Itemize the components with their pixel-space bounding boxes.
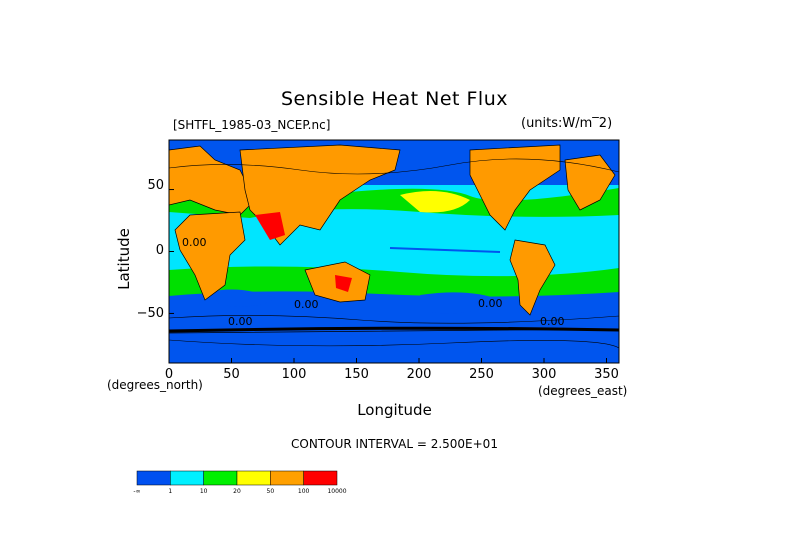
continent-antarctica (169, 328, 619, 363)
x-tick-label-350: 350 (594, 367, 619, 382)
contour-interval-label: CONTOUR INTERVAL = 2.500E+01 (291, 437, 498, 451)
x-unit-label-left: (degrees_north) (107, 378, 203, 392)
colorbar-tick-5: 100 (297, 488, 310, 495)
south-green-band (169, 266, 619, 297)
contour-label-3: 0.00 (478, 297, 503, 310)
colorbar-swatch-5 (303, 470, 338, 486)
colorbar-tick-3: 20 (233, 488, 241, 495)
continent-north-america (469, 144, 561, 231)
colorbar-tick-2: 10 (199, 488, 208, 495)
south-pacific-low-patch (420, 292, 500, 314)
continent-europe-east (564, 154, 616, 211)
x-tick-label-300: 300 (531, 367, 557, 382)
colorbar-tick-1: 1 (168, 488, 173, 495)
colorbar-swatch-1 (170, 470, 204, 486)
colorbar-swatch-2 (203, 470, 238, 486)
contour-line-south (169, 315, 619, 324)
y-tick-label-50: 50 (147, 178, 164, 193)
x-tick-label-100: 100 (281, 367, 307, 382)
map-area: 0.00 0.00 0.00 0.00 0.00 (169, 140, 619, 363)
colorbar (136, 470, 338, 486)
colorbar-swatch-0 (136, 470, 171, 486)
colorbar-swatch-3 (236, 470, 271, 486)
colorbar-tick-4: 50 (266, 488, 275, 495)
contour-label-5: 0.00 (540, 315, 565, 328)
contour-label-1: 0.00 (182, 236, 207, 249)
continent-africa (174, 211, 246, 301)
chart-title: Sensible Heat Net Flux (280, 88, 509, 110)
x-tick-label-200: 200 (406, 367, 432, 382)
continent-europe-west (169, 145, 256, 216)
pacific-yellow-patch (400, 191, 470, 213)
x-tick-label-150: 150 (344, 367, 369, 382)
x-tick-label-250: 250 (469, 367, 494, 382)
colorbar-swatch-4 (270, 470, 304, 486)
y-tick-label-0: 0 (155, 243, 164, 258)
x-unit-label-right: (degrees_east) (538, 384, 628, 398)
colorbar-tick-6: 10000 (327, 488, 347, 495)
contour-line-polar (169, 339, 619, 349)
x-tick-label-0: 0 (164, 367, 174, 382)
units-label: (units:W/m‾2) (521, 116, 613, 131)
hotspot-india (255, 212, 285, 240)
contour-label-2: 0.00 (294, 298, 319, 311)
antarctic-coast-line (169, 326, 619, 333)
x-tick-label-50: 50 (223, 367, 240, 382)
contour-line-north (169, 158, 619, 175)
y-tick-label-neg50: −50 (136, 306, 164, 321)
continent-south-america (509, 239, 556, 316)
equatorial-low-streak (389, 247, 501, 253)
y-tick-marks (169, 189, 174, 314)
file-label: [SHTFL_1985-03_NCEP.nc] (173, 118, 331, 132)
colorbar-tick-0: -∞ (133, 488, 141, 495)
x-axis-label: Longitude (357, 401, 432, 419)
hotspot-australia (335, 275, 352, 292)
x-tick-marks (168, 358, 607, 363)
indian-ocean-low-patch (210, 289, 275, 307)
contour-label-4: 0.00 (228, 315, 253, 328)
